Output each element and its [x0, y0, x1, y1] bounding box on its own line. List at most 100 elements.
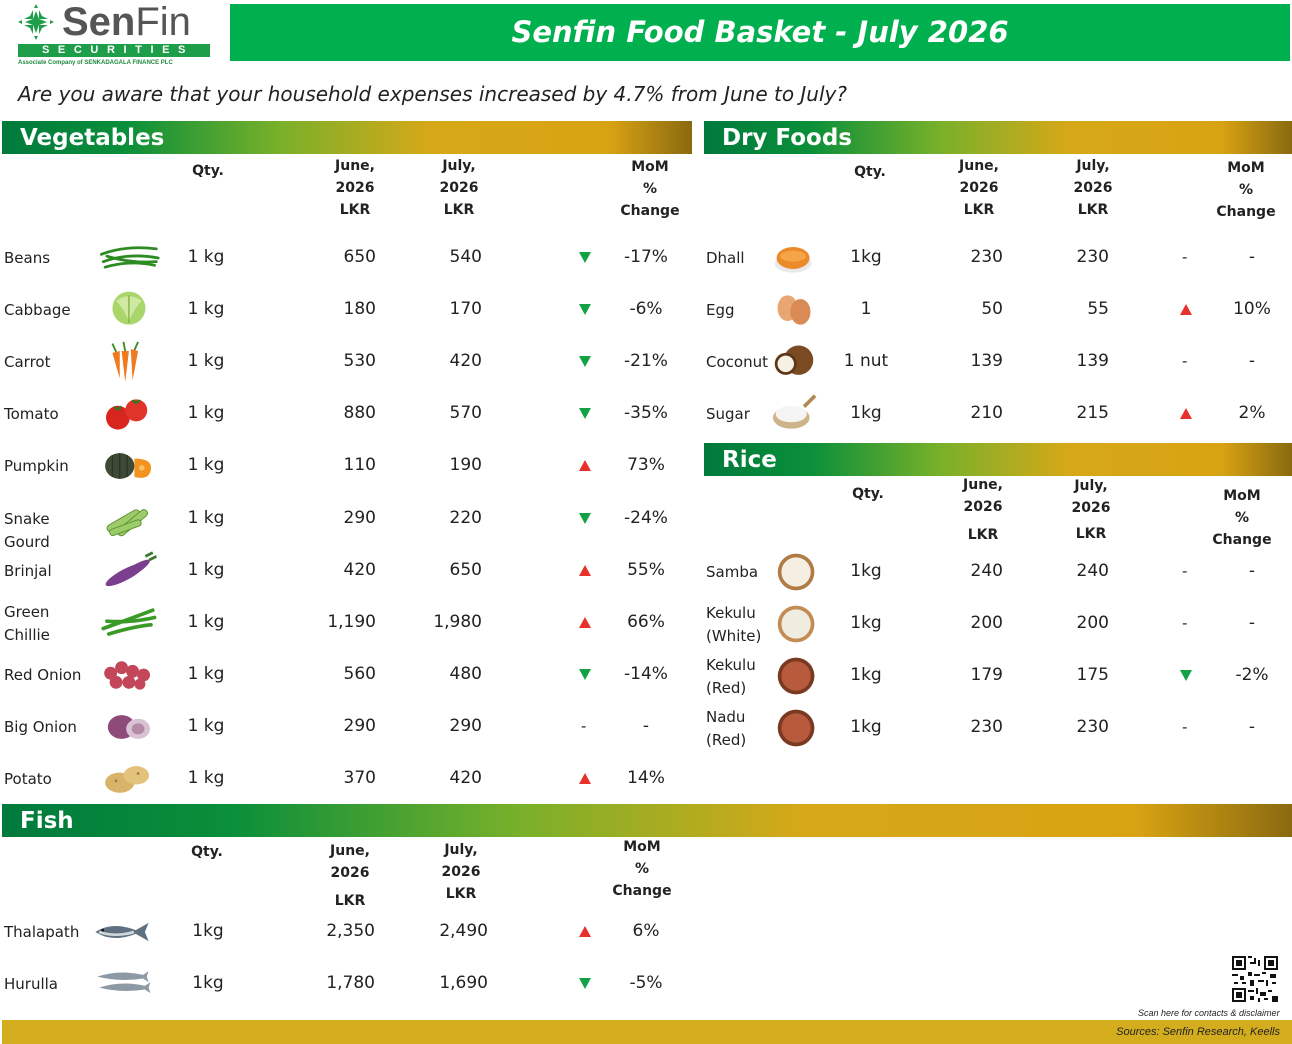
veg-june: 530: [343, 351, 376, 372]
dry-change: 2%: [1238, 403, 1266, 423]
fish-qty: 1kg: [192, 921, 224, 941]
rice-qty: 1kg: [850, 613, 882, 633]
qr-code-icon[interactable]: [1232, 956, 1278, 1002]
tomato-icon: [106, 399, 148, 430]
dry-name: Sugar: [706, 405, 750, 423]
veg-change: -14%: [624, 663, 668, 684]
veg-july: 190: [449, 455, 482, 476]
veg-name: Cabbage: [4, 301, 71, 320]
trend-flat-icon: -: [1182, 562, 1188, 580]
veg-qty: 1 kg: [187, 507, 225, 528]
dry-qty-header: Qty.: [854, 164, 886, 180]
rice-change: -2%: [1235, 665, 1269, 685]
veg-qty: 1 kg: [187, 403, 225, 424]
dry-july: 139: [1076, 351, 1109, 371]
trend-flat-icon: -: [1182, 614, 1188, 632]
green-chillie-icon: [101, 608, 157, 636]
veg-july: 650: [449, 559, 482, 580]
small-fish-icon: [97, 971, 151, 994]
fish-qty-header: Qty.: [191, 844, 223, 860]
white-rice-icon: [777, 605, 815, 643]
fish-june-header: June, 2026 LKR: [330, 843, 370, 909]
veg-june: 880: [343, 403, 376, 424]
veg-qty: 1 kg: [187, 715, 225, 736]
rice-july: 175: [1076, 665, 1109, 685]
veg-july: 420: [449, 351, 482, 372]
fish-june: 2,350: [326, 921, 375, 941]
trend-down-icon: [579, 408, 591, 420]
rice-july: 200: [1076, 613, 1109, 633]
veg-june: 370: [343, 768, 376, 788]
dry-june: 139: [970, 351, 1003, 371]
veg-july: 290: [449, 715, 482, 736]
veg-june: 650: [343, 247, 376, 267]
veg-mom-header: MoM% Change: [620, 159, 680, 219]
rice-june: 200: [970, 613, 1003, 633]
veg-name: Snake Gourd: [4, 509, 50, 551]
veg-change: 14%: [627, 768, 665, 788]
veg-name: Potato: [4, 770, 52, 788]
rice-qty: 1kg: [850, 561, 882, 581]
footer-bar: Sources: Senfin Research, Keells: [2, 1020, 1292, 1044]
trend-down-icon: [579, 512, 591, 524]
trend-up-icon: [1180, 408, 1192, 419]
section-fish: Fish: [2, 804, 1292, 837]
fish-icon: [95, 922, 149, 942]
trend-down-icon: [579, 978, 591, 989]
section-rice: Rice: [704, 443, 1292, 476]
dry-mom-header: MoM% Change: [1216, 160, 1276, 220]
veg-july: 1,980: [433, 611, 482, 632]
trend-up-icon: [579, 616, 591, 628]
dry-change: 10%: [1233, 299, 1271, 319]
veg-change: -21%: [624, 351, 668, 372]
veg-name: Green Chillie: [4, 602, 50, 644]
rice-june: 240: [970, 561, 1003, 581]
dry-july: 215: [1076, 403, 1109, 423]
rice-change: -: [1248, 561, 1256, 581]
beans-icon: [100, 246, 160, 269]
rice-july-header: July, 2026 LKR: [1071, 478, 1111, 542]
veg-july-header: July, 2026 LKR: [439, 158, 479, 218]
trend-up-icon: [579, 460, 591, 472]
logo-securities: SECURITIES: [18, 44, 210, 57]
rice-name: Nadu (Red): [706, 708, 747, 749]
rice-name: Kekulu (Red): [706, 656, 756, 697]
veg-june: 180: [343, 299, 376, 320]
trend-flat-icon: -: [1182, 248, 1188, 266]
dry-change: -: [1248, 351, 1256, 371]
rice-qty-header: Qty.: [852, 486, 884, 502]
logo-associate: Associate Company of SENKADAGALA FINANCE…: [18, 60, 173, 66]
rice-name: Samba: [706, 563, 759, 581]
veg-change: -6%: [629, 299, 663, 320]
veg-qty: 1 kg: [187, 559, 225, 580]
trend-up-icon: [579, 773, 591, 784]
logo-mark-icon: [18, 4, 54, 40]
fish-change: -5%: [629, 973, 663, 993]
scan-note: Scan here for contacts & disclaimer: [1138, 1008, 1280, 1018]
veg-name: Big Onion: [4, 717, 77, 736]
veg-name: Red Onion: [4, 665, 82, 684]
dry-name: Egg: [706, 301, 735, 319]
trend-flat-icon: -: [581, 716, 587, 735]
dry-qty: 1 nut: [843, 351, 889, 371]
veg-name: Carrot: [4, 353, 51, 372]
veg-june: 560: [343, 663, 376, 684]
veg-qty: 1 kg: [187, 768, 225, 788]
cabbage-icon: [112, 291, 146, 325]
snake-gourd-icon: [106, 508, 148, 536]
dry-june: 230: [970, 247, 1003, 267]
samba-rice-icon: [777, 553, 815, 591]
rice-name: Kekulu (White): [706, 604, 762, 645]
rice-july: 240: [1076, 561, 1109, 581]
trend-down-icon: [579, 356, 591, 368]
rice-change: -: [1248, 613, 1256, 633]
dry-june: 210: [970, 403, 1003, 423]
trend-flat-icon: -: [1182, 352, 1188, 370]
potato-icon: [105, 766, 150, 793]
coconut-icon: [774, 345, 814, 375]
veg-june: 420: [343, 559, 376, 580]
dry-qty: 1kg: [850, 403, 882, 423]
veg-june: 110: [343, 455, 376, 476]
pumpkin-icon: [105, 453, 152, 480]
senfin-logo: SenFin SECURITIES Associate Company of S…: [14, 0, 214, 70]
